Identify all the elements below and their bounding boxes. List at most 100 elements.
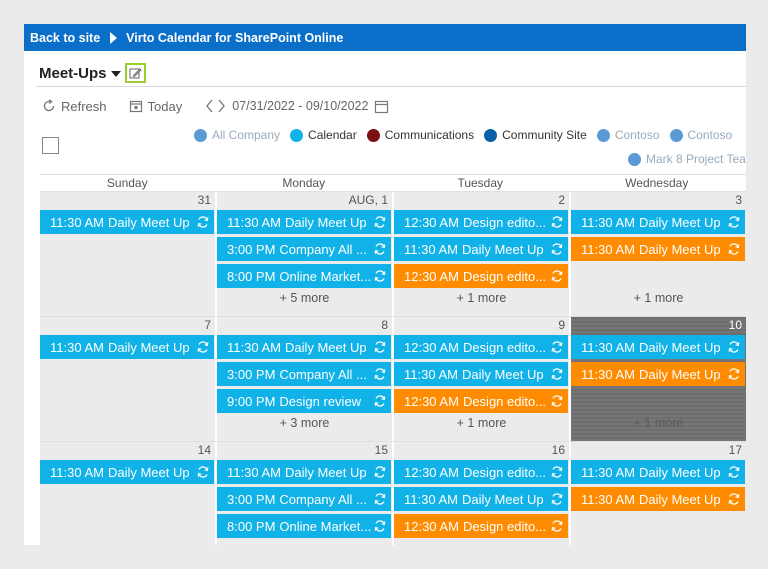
day-cell[interactable]: 10 11:30 AM Daily Meet Up 11:30 AM Daily Mee… [571,317,746,442]
calendar-event[interactable]: 12:30 AM Design edito... [394,210,568,234]
calendar-event[interactable]: 11:30 AM Daily Meet Up [571,362,745,386]
refresh-button[interactable]: Refresh [42,99,107,114]
calendar-event[interactable]: 11:30 AM Daily Meet Up [40,210,214,234]
day-number[interactable]: 17 [728,443,742,457]
day-cell[interactable]: 14 11:30 AM Daily Meet Up [40,442,215,545]
more-events-link[interactable]: + 1 more [633,416,684,430]
event-time: 11:30 AM [581,464,635,480]
more-events-link[interactable]: + 5 more [279,291,330,305]
edit-calendar-button[interactable] [124,63,146,83]
legend-item[interactable]: Communications [366,128,475,142]
day-number[interactable]: AUG, 1 [348,193,388,207]
breadcrumb-arrow-icon [110,31,118,44]
event-title: Daily Meet Up [638,339,721,355]
event-title: Daily Meet Up [638,464,721,480]
day-cell[interactable]: 16 12:30 AM Design edito... 11:30 AM Daily M… [394,442,569,545]
calendar-event[interactable]: 12:30 AM Design edito... [394,335,568,359]
chevron-left-icon[interactable] [204,99,216,113]
chevron-down-icon[interactable] [110,71,121,77]
event-time: 11:30 AM [227,464,281,480]
calendar-event[interactable]: 11:30 AM Daily Meet Up [217,460,391,484]
day-cell[interactable]: 15 11:30 AM Daily Meet Up 3:00 PM Company Al… [217,442,392,545]
day-number[interactable]: 3 [735,193,742,207]
calendar-event[interactable]: 11:30 AM Daily Meet Up [394,487,568,511]
week-row: 31 11:30 AM Daily Meet Up AUG, 1 11:30 AM Dai… [40,191,746,317]
event-time: 11:30 AM [227,339,281,355]
legend-item[interactable]: Contoso [596,128,660,142]
calendar-event[interactable]: 8:00 PM Online Market... [217,264,391,288]
event-title: Design edito... [462,214,547,230]
day-cell[interactable]: 31 11:30 AM Daily Meet Up [40,192,215,317]
calendar-event[interactable]: 12:30 AM Design edito... [394,460,568,484]
back-to-site-link[interactable]: Back to site [30,30,101,45]
event-title: Daily Meet Up [461,491,544,507]
more-events-link[interactable]: + 1 more [456,291,507,305]
legend-label: Contoso [687,128,733,142]
legend-item[interactable]: Contoso [669,128,733,142]
calendar-event[interactable]: 11:30 AM Daily Meet Up [217,210,391,234]
calendar-event[interactable]: 11:30 AM Daily Meet Up [217,335,391,359]
day-number[interactable]: 10 [728,318,742,332]
select-all-checkbox[interactable] [42,137,59,154]
date-picker-icon[interactable] [374,99,389,114]
event-title: Company All ... [279,241,367,257]
legend-item[interactable]: Mark 8 Project Tea [628,152,746,166]
more-events-link[interactable]: + 1 more [456,416,507,430]
calendar-event[interactable]: 3:00 PM Company All ... [217,362,391,386]
event-title: Design edito... [462,339,547,355]
legend-label: Mark 8 Project Tea [646,152,746,166]
calendar-title[interactable]: Meet-Ups [39,64,107,82]
legend-item[interactable]: Calendar [290,128,357,142]
event-time: 11:30 AM [50,339,104,355]
day-number[interactable]: 7 [204,318,211,332]
more-events-link[interactable]: + 3 more [279,416,330,430]
day-number[interactable]: 16 [551,443,565,457]
calendar-event[interactable]: 12:30 AM Design edito... [394,389,568,413]
calendar-event[interactable]: 11:30 AM Daily Meet Up [571,335,745,359]
recurring-icon [727,242,741,256]
day-cell[interactable]: 9 12:30 AM Design edito... 11:30 AM Daily Me… [394,317,569,442]
chevron-right-icon[interactable] [216,99,228,113]
day-number[interactable]: 9 [558,318,565,332]
event-title: Company All ... [279,491,367,507]
day-cell[interactable]: 17 11:30 AM Daily Meet Up 11:30 AM Daily Mee… [571,442,746,545]
calendar-panel: Meet-Ups Refresh Today [24,51,746,545]
day-number[interactable]: 14 [197,443,211,457]
calendar-event[interactable]: 11:30 AM Daily Meet Up [571,237,745,261]
calendar-event[interactable]: 3:00 PM Company All ... [217,487,391,511]
calendar-event[interactable]: 11:30 AM Daily Meet Up [394,237,568,261]
app-title[interactable]: Virto Calendar for SharePoint Online [126,30,344,45]
calendar-event[interactable]: 11:30 AM Daily Meet Up [571,210,745,234]
week-row: 7 11:30 AM Daily Meet Up 8 11:30 AM Daily Mee… [40,316,746,442]
day-number[interactable]: 31 [197,193,211,207]
calendar-event[interactable]: 11:30 AM Daily Meet Up [40,460,214,484]
calendar-event[interactable]: 11:30 AM Daily Meet Up [571,487,745,511]
day-cell[interactable]: 7 11:30 AM Daily Meet Up [40,317,215,442]
calendar-event[interactable]: 12:30 AM Design edito... [394,264,568,288]
legend-item[interactable]: All Company [194,128,280,142]
calendar-event[interactable]: 12:30 AM Design edito... [394,514,568,538]
event-title: Daily Meet Up [107,214,190,230]
calendar-event[interactable]: 8:00 PM Online Market... [217,514,391,538]
event-title: Daily Meet Up [284,464,367,480]
day-cell[interactable]: 3 11:30 AM Daily Meet Up 11:30 AM Daily Meet… [571,192,746,317]
day-number[interactable]: 2 [558,193,565,207]
legend-dot-icon [596,128,610,142]
legend-label: Communications [384,128,475,142]
calendar-event[interactable]: 11:30 AM Daily Meet Up [394,362,568,386]
day-header: Sunday [106,176,148,190]
legend-item[interactable]: Community Site [484,128,587,142]
event-time: 11:30 AM [581,366,635,382]
day-cell[interactable]: 2 12:30 AM Design edito... 11:30 AM Daily Me… [394,192,569,317]
event-title: Design edito... [462,393,547,409]
day-number[interactable]: 15 [374,443,388,457]
day-cell[interactable]: 8 11:30 AM Daily Meet Up 3:00 PM Company All… [217,317,392,442]
today-button[interactable]: Today [129,99,182,114]
day-cell[interactable]: AUG, 1 11:30 AM Daily Meet Up 3:00 PM Compan… [217,192,392,317]
day-number[interactable]: 8 [381,318,388,332]
more-events-link[interactable]: + 1 more [633,291,684,305]
calendar-event[interactable]: 9:00 PM Design review [217,389,391,413]
calendar-event[interactable]: 3:00 PM Company All ... [217,237,391,261]
calendar-event[interactable]: 11:30 AM Daily Meet Up [571,460,745,484]
calendar-event[interactable]: 11:30 AM Daily Meet Up [40,335,214,359]
